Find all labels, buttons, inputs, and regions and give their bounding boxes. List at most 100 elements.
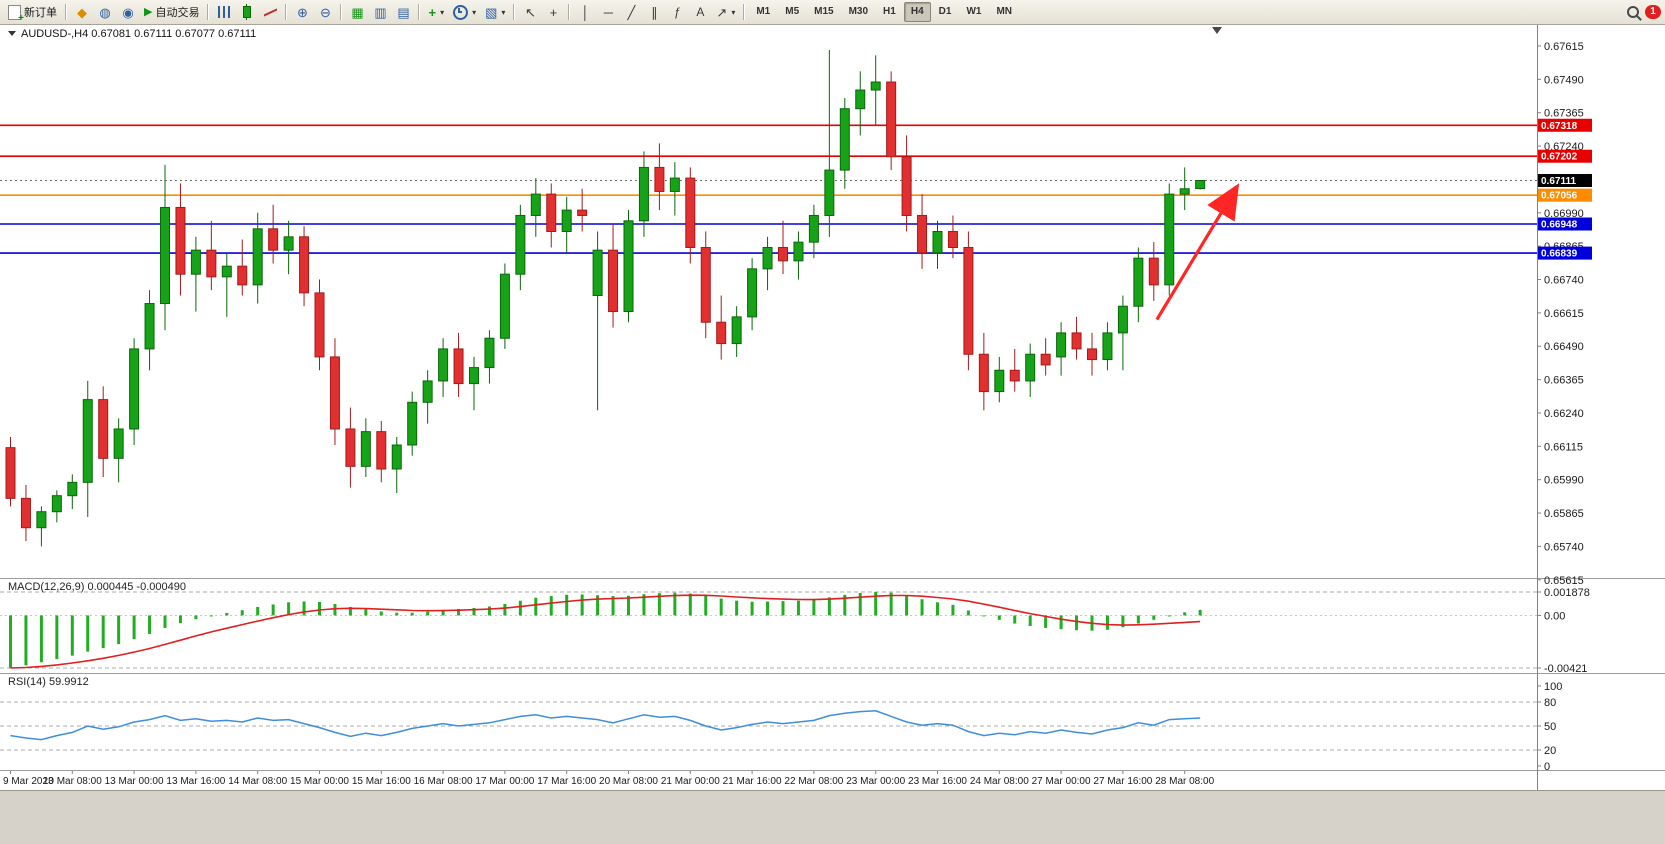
- text-icon: A: [696, 5, 705, 19]
- candlestick-chart-button[interactable]: [236, 2, 258, 22]
- data-window-button[interactable]: ◍: [94, 2, 116, 22]
- time-axis-label: 21 Mar 00:00: [661, 776, 720, 787]
- macd-header: MACD(12,26,9) 0.000445 -0.000490: [8, 581, 186, 593]
- toolbar: 新订单 ◆ ◍ ◉ ▶ 自动交易 ⊕ ⊖ ▦ ▥ ▤ +▾ ▾ ▧▾ ↖ + │…: [0, 0, 1665, 25]
- time-axis-label: 23 Mar 00:00: [846, 776, 905, 787]
- arrows-button[interactable]: ↗ ▾: [712, 2, 739, 22]
- price-axis-label: 0.66115: [1544, 441, 1583, 453]
- chart-shift-marker[interactable]: [1212, 27, 1222, 34]
- price-axis-label: 0.66365: [1544, 375, 1584, 387]
- crosshair-icon: +: [549, 4, 558, 20]
- timeframe-m30-button[interactable]: M30: [842, 2, 875, 22]
- timeframe-w1-button[interactable]: W1: [959, 2, 988, 22]
- separator: [513, 4, 516, 20]
- chevron-down-icon: ▾: [501, 7, 506, 17]
- timeframe-m15-button[interactable]: M15: [807, 2, 840, 22]
- pane-headers: AUDUSD-,H4 0.67081 0.67111 0.67077 0.671…: [8, 28, 256, 688]
- rsi-header: RSI(14) 59.9912: [8, 676, 89, 688]
- price-tag: 0.67318: [1541, 121, 1578, 132]
- trendline-button[interactable]: ╱: [620, 2, 642, 22]
- horizontal-line-icon: ─: [603, 4, 614, 20]
- new-order-label: 新订单: [24, 7, 57, 19]
- bar-chart-button[interactable]: [213, 2, 235, 22]
- zoom-in-button[interactable]: ⊕: [291, 2, 313, 22]
- vertical-line-icon: │: [581, 4, 590, 20]
- fibonacci-button[interactable]: ƒ: [666, 2, 688, 22]
- trendline-icon: ╱: [627, 4, 636, 20]
- play-icon: ▶: [144, 5, 153, 18]
- price-axis-label: 0.67615: [1544, 41, 1584, 53]
- time-axis-label: 15 Mar 00:00: [290, 776, 349, 787]
- grid-icon: ▦: [351, 4, 364, 20]
- time-axis-label: 23 Mar 16:00: [908, 776, 967, 787]
- price-axis-label: 0.65990: [1544, 475, 1584, 487]
- add-indicator-button[interactable]: + ▾: [424, 2, 448, 22]
- rsi-scale-label: 0: [1544, 761, 1550, 773]
- data-window-icon: ◍: [99, 4, 111, 20]
- market-watch-button[interactable]: ◆: [71, 2, 93, 22]
- grid-button[interactable]: ▦: [346, 2, 368, 22]
- separator: [65, 4, 67, 20]
- timeframe-d1-button[interactable]: D1: [932, 2, 959, 22]
- bottom-bar: [0, 790, 1665, 844]
- rsi-scale-label: 100: [1544, 681, 1562, 693]
- vertical-line-button[interactable]: │: [574, 2, 596, 22]
- separator: [568, 4, 571, 20]
- price-axis[interactable]: 0.676150.674900.673650.672400.671150.669…: [1537, 41, 1584, 587]
- trend-arrow[interactable]: [1155, 183, 1240, 321]
- rsi-scale-label: 50: [1544, 721, 1556, 733]
- tile-windows-button[interactable]: ▥: [369, 2, 391, 22]
- zoom-out-button[interactable]: ⊖: [314, 2, 336, 22]
- cursor-button[interactable]: ↖: [519, 2, 541, 22]
- timeframe-m1-button[interactable]: M1: [749, 2, 777, 22]
- macd-scale-label: -0.00421: [1544, 663, 1587, 675]
- time-axis-label: 24 Mar 08:00: [970, 776, 1029, 787]
- time-axis-label: 27 Mar 00:00: [1032, 776, 1091, 787]
- zoom-out-icon: ⊖: [320, 4, 331, 20]
- price-tag: 0.66839: [1541, 249, 1578, 260]
- timeframe-h4-button[interactable]: H4: [903, 2, 931, 22]
- rsi-scale-label: 20: [1544, 745, 1556, 757]
- channel-button[interactable]: ∥: [643, 2, 665, 22]
- bar-chart-icon: [218, 6, 231, 18]
- search-button[interactable]: [1622, 2, 1644, 22]
- new-order-button[interactable]: 新订单: [4, 2, 61, 24]
- periods-button[interactable]: ▾: [449, 2, 480, 22]
- price-axis-label: 0.66240: [1544, 408, 1584, 420]
- time-axis-label: 14 Mar 08:00: [228, 776, 287, 787]
- timeframe-mn-button[interactable]: MN: [989, 2, 1019, 22]
- timeframe-h1-button[interactable]: H1: [876, 2, 903, 22]
- text-button[interactable]: A: [689, 2, 711, 22]
- diamond-icon: ◆: [77, 4, 87, 20]
- timeframe-m5-button[interactable]: M5: [778, 2, 806, 22]
- macd-scale-label: 0.00: [1544, 610, 1565, 622]
- price-axis-label: 0.66990: [1544, 208, 1584, 220]
- macd-scale: 0.001878 0.00 -0.00421: [1537, 587, 1590, 675]
- templates-button[interactable]: ▧ ▾: [481, 2, 509, 22]
- time-axis-label: 22 Mar 08:00: [784, 776, 843, 787]
- price-axis-label: 0.67365: [1544, 108, 1584, 120]
- time-axis-label: 13 Mar 00:00: [105, 776, 164, 787]
- notification-badge[interactable]: 1: [1645, 5, 1661, 19]
- price-axis-label: 0.66740: [1544, 275, 1584, 287]
- price-axis-label: 0.66615: [1544, 308, 1584, 320]
- separator: [340, 4, 343, 20]
- auto-trading-button[interactable]: ▶ 自动交易: [140, 2, 203, 22]
- crosshair-button[interactable]: +: [542, 2, 564, 22]
- cascade-windows-icon: ▤: [397, 4, 410, 20]
- time-axis-label: 21 Mar 16:00: [723, 776, 782, 787]
- navigator-button[interactable]: ◉: [117, 2, 139, 22]
- cascade-windows-button[interactable]: ▤: [392, 2, 414, 22]
- price-tag: 0.67111: [1541, 176, 1576, 187]
- horizontal-line-button[interactable]: ─: [597, 2, 619, 22]
- line-chart-button[interactable]: [259, 2, 281, 22]
- time-axis-label: 10 Mar 08:00: [43, 776, 102, 787]
- channel-icon: ∥: [651, 4, 658, 20]
- chart-title: AUDUSD-,H4 0.67081 0.67111 0.67077 0.671…: [21, 28, 256, 40]
- time-axis-label: 16 Mar 08:00: [414, 776, 473, 787]
- symbol-menu-icon: [8, 31, 16, 36]
- separator: [285, 4, 288, 20]
- price-axis-label: 0.65615: [1544, 575, 1584, 587]
